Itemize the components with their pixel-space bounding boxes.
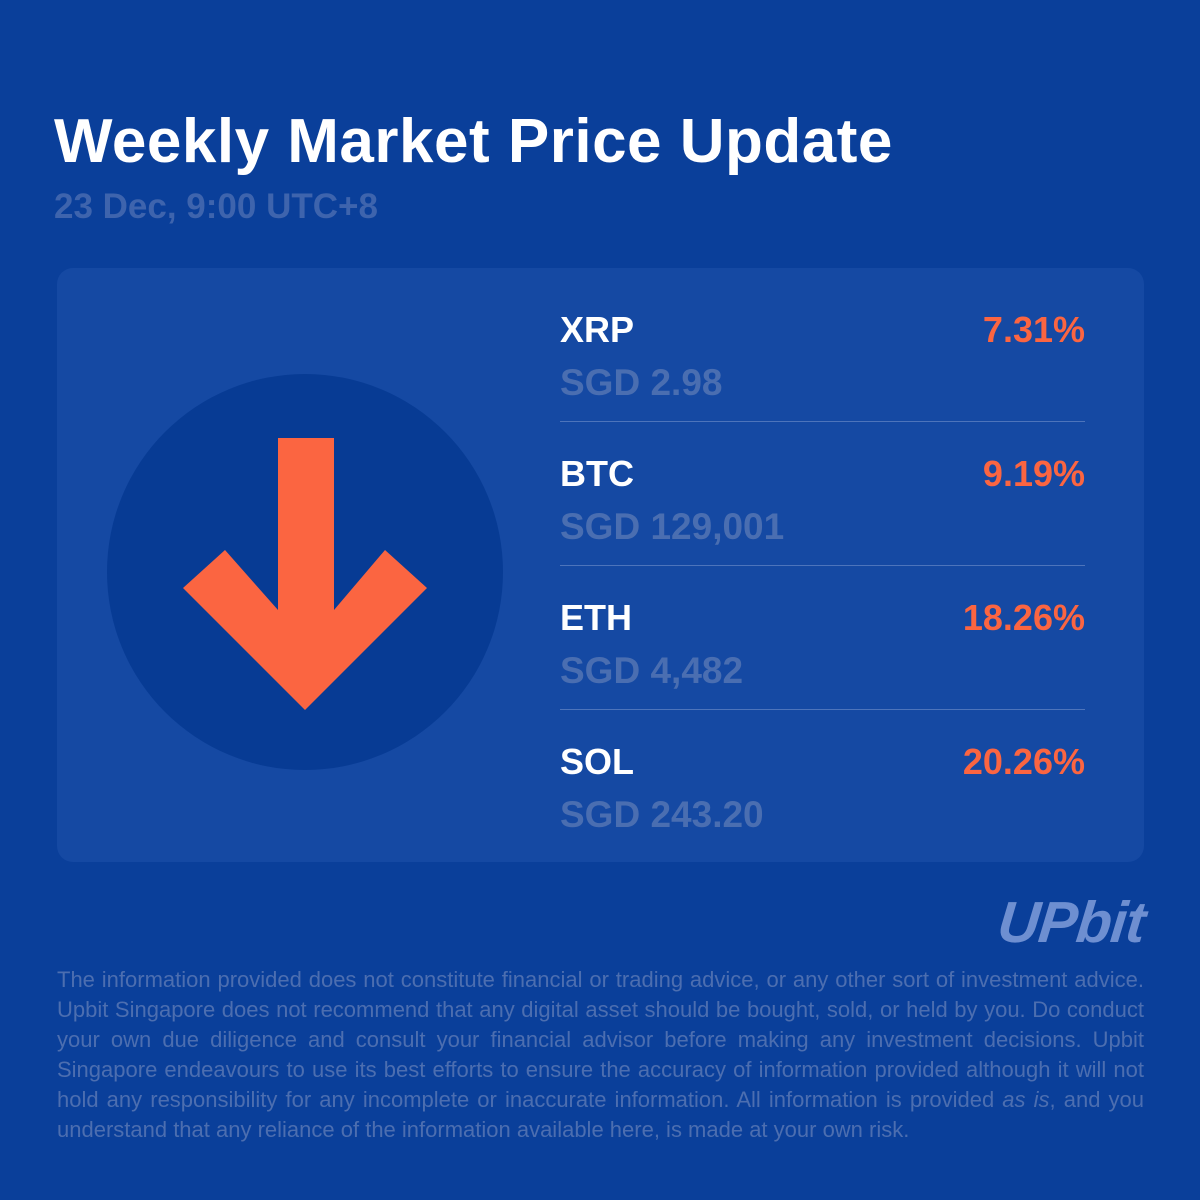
update-timestamp: 23 Dec, 9:00 UTC+8	[54, 187, 378, 226]
asset-row-eth: ETH 18.26% SGD 4,482	[560, 566, 1085, 710]
asset-row-btc: BTC 9.19% SGD 129,001	[560, 422, 1085, 566]
disclaimer-part-2: , and you understand that any reliance o…	[57, 1087, 1144, 1142]
disclaimer-text: The information provided does not consti…	[57, 965, 1144, 1145]
asset-list: XRP 7.31% SGD 2.98 BTC 9.19% SGD 129,001…	[560, 278, 1085, 854]
trend-indicator	[107, 374, 503, 770]
asset-change: 7.31%	[982, 309, 1085, 350]
asset-price: SGD 2.98	[560, 362, 723, 403]
arrow-down-icon	[183, 438, 427, 710]
asset-row-sol: SOL 20.26% SGD 243.20	[560, 710, 1085, 854]
asset-price: SGD 129,001	[560, 506, 785, 547]
asset-change: 18.26%	[962, 597, 1085, 638]
asset-change: 9.19%	[982, 453, 1085, 494]
upbit-logo: UPbit	[994, 890, 1148, 955]
asset-symbol: ETH	[560, 597, 632, 638]
asset-symbol: BTC	[560, 453, 634, 494]
asset-price: SGD 243.20	[560, 794, 764, 835]
asset-price: SGD 4,482	[560, 650, 744, 691]
asset-symbol: XRP	[560, 309, 635, 350]
asset-symbol: SOL	[560, 741, 635, 782]
price-card: XRP 7.31% SGD 2.98 BTC 9.19% SGD 129,001…	[57, 268, 1144, 862]
asset-row-xrp: XRP 7.31% SGD 2.98	[560, 278, 1085, 422]
asset-change: 20.26%	[962, 741, 1085, 782]
disclaimer-part-1: The information provided does not consti…	[57, 967, 1144, 1112]
page-title: Weekly Market Price Update	[54, 107, 893, 176]
disclaimer-emphasis: as is	[1002, 1087, 1050, 1112]
